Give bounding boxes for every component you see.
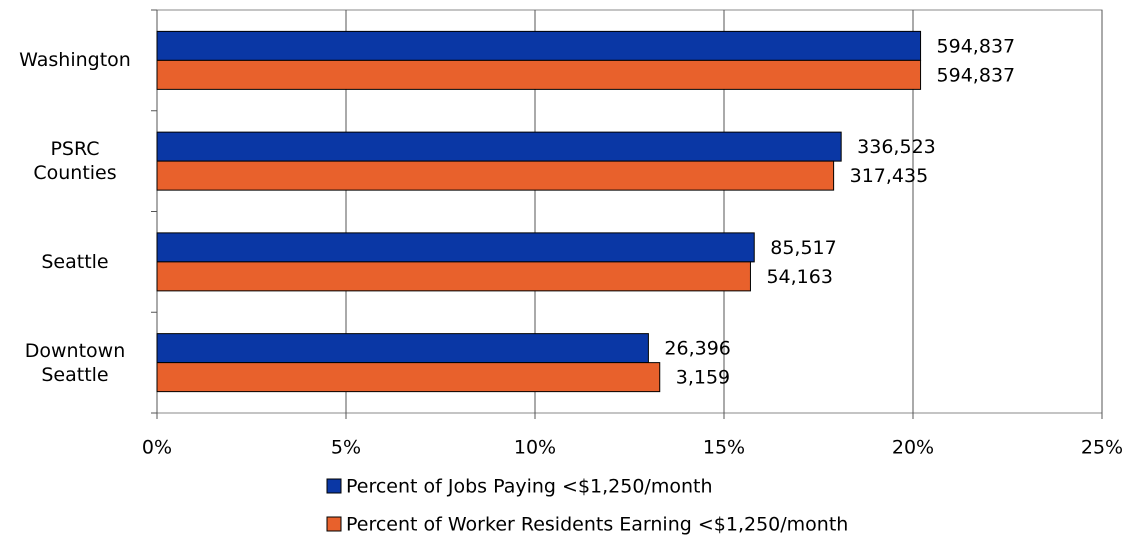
y-tick-label: Downtown Seattle: [24, 339, 126, 386]
legend-swatch: [326, 516, 342, 532]
bar: [156, 232, 755, 263]
bar: [156, 362, 661, 393]
bar: [156, 261, 751, 292]
bar: [156, 59, 922, 90]
y-tick-label: Washington: [19, 49, 131, 72]
data-label: 594,837: [937, 64, 1016, 86]
x-tick-label: 10%: [514, 437, 556, 459]
data-label: 85,517: [770, 237, 836, 259]
y-tick-label: PSRC Counties: [33, 138, 117, 185]
data-label: 54,163: [766, 266, 832, 288]
legend-swatch: [326, 478, 342, 494]
legend-label: Percent of Jobs Paying <$1,250/month: [346, 476, 713, 498]
x-tick-label: 15%: [703, 437, 745, 459]
bar: [156, 131, 842, 162]
y-tick-label: Seattle: [41, 250, 109, 273]
data-label: 594,837: [937, 35, 1016, 57]
data-label: 336,523: [857, 136, 936, 158]
x-tick-label: 20%: [892, 437, 934, 459]
data-label: 26,396: [664, 338, 730, 360]
data-label: 317,435: [850, 165, 929, 187]
x-tick-label: 0%: [142, 437, 172, 459]
bar: [156, 160, 835, 191]
data-label: 3,159: [676, 367, 730, 389]
legend-label: Percent of Worker Residents Earning <$1,…: [346, 514, 848, 536]
bar: [156, 333, 649, 364]
x-tick-label: 5%: [331, 437, 361, 459]
bar: [156, 30, 922, 61]
x-tick-label: 25%: [1081, 437, 1123, 459]
